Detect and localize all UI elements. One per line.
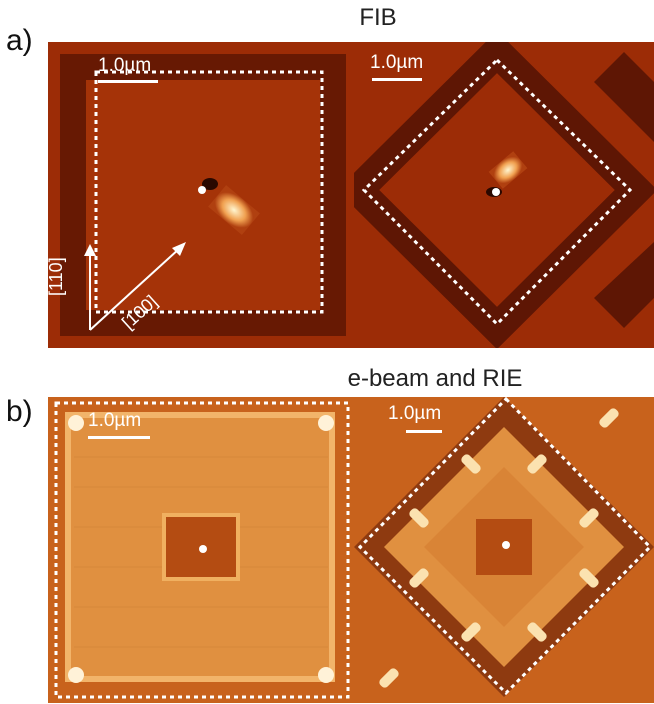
crystal-axis-arrows (84, 242, 186, 331)
rie-square-afm-image (48, 397, 354, 703)
panel-b-title: e-beam and RIE (347, 365, 523, 392)
axis-label-110: [110] (46, 257, 66, 296)
scale-label: 1.0µm (370, 52, 424, 73)
scale-bar (88, 436, 150, 439)
scale-bar (406, 430, 442, 433)
panel-a-label: a) (6, 24, 33, 57)
scale-bar (372, 78, 422, 81)
scale-label: 1.0µm (388, 403, 442, 424)
rie-diamond-afm-image (354, 397, 654, 703)
panel-b-label: b) (6, 395, 33, 428)
scale-label: 1.0µm (98, 55, 152, 76)
panel-a-title: FIB (359, 4, 397, 31)
scale-bar (98, 80, 158, 83)
fib-diamond-afm-image (354, 42, 654, 348)
scale-label: 1.0µm (88, 410, 142, 431)
fib-square-afm-image (48, 42, 354, 348)
